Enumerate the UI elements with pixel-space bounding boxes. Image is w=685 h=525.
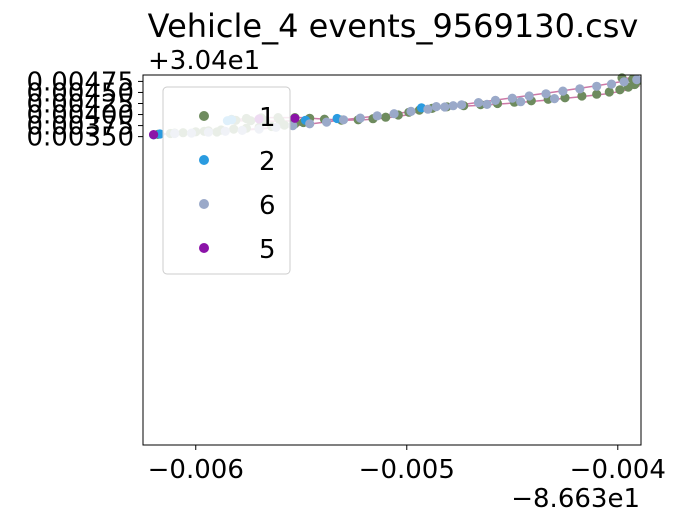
y-tick-label: 0.00375 <box>26 112 134 142</box>
legend-marker <box>199 155 209 165</box>
legend-marker <box>199 243 209 253</box>
data-point <box>524 91 534 101</box>
data-point <box>549 94 560 104</box>
data-point <box>431 102 441 112</box>
y-axis: 0.003500.003750.004000.004250.004500.004… <box>26 67 143 153</box>
data-point <box>632 75 642 85</box>
data-point <box>558 86 568 96</box>
y-tick-label: 0.00425 <box>26 89 134 119</box>
legend-marker <box>199 199 209 209</box>
data-point <box>322 117 332 127</box>
y-tick-label: 0.00450 <box>26 78 134 108</box>
legend-label: 6 <box>259 191 276 221</box>
legend: 1 2 6 5 <box>162 86 291 275</box>
y-tick-label: 0.00400 <box>26 101 134 131</box>
data-point <box>490 95 500 105</box>
axes-frame <box>142 74 642 446</box>
legend-marker <box>199 111 209 121</box>
data-point <box>604 87 614 97</box>
data-point <box>355 113 365 123</box>
legend-label: 5 <box>259 235 276 265</box>
data-point <box>575 84 585 94</box>
data-point <box>372 111 382 121</box>
data-point <box>381 112 391 122</box>
x-tick-label: −0.004 <box>570 455 666 485</box>
legend-label: 2 <box>259 147 276 177</box>
data-point <box>592 81 602 91</box>
data-point <box>305 119 315 129</box>
x-tick-label: −0.006 <box>148 455 244 485</box>
legend-box <box>162 86 291 275</box>
data-point <box>149 130 159 140</box>
x-offset-label: −8.663e1 <box>511 484 640 514</box>
data-point <box>440 102 450 112</box>
legend-label: 1 <box>259 103 276 133</box>
data-point <box>619 77 629 87</box>
y-offset-label: +3.04e1 <box>148 46 260 76</box>
y-tick-label: 0.00475 <box>26 67 134 97</box>
data-point <box>457 100 467 110</box>
y-tick-label: 0.00350 <box>26 123 134 153</box>
data-point <box>389 109 399 119</box>
data-point <box>338 115 349 125</box>
data-point <box>423 104 433 114</box>
data-point <box>507 93 517 103</box>
x-tick-label: −0.005 <box>359 455 455 485</box>
x-axis: −0.006 −0.005 −0.004 <box>148 445 666 485</box>
data-point <box>448 101 458 111</box>
chart-title: Vehicle_4 events_9569130.csv <box>148 7 639 45</box>
data-point <box>577 91 587 101</box>
data-point <box>482 99 492 109</box>
data-point <box>592 89 602 99</box>
data-point <box>606 79 617 89</box>
data-point <box>615 85 625 95</box>
data-point <box>541 89 551 99</box>
data-point <box>290 113 300 123</box>
data-point <box>516 97 526 107</box>
data-point <box>473 98 484 108</box>
data-point <box>406 106 416 116</box>
